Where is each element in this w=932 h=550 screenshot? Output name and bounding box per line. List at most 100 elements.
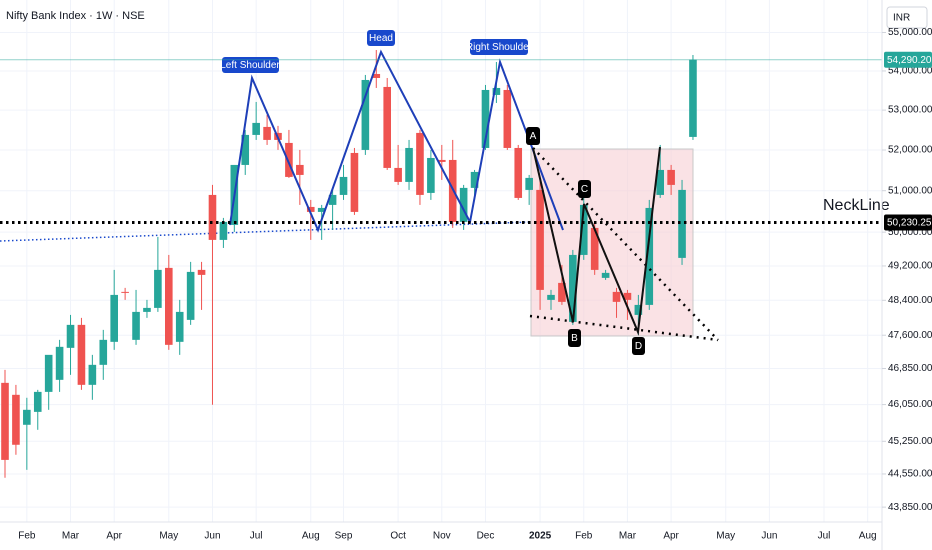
label-box: Head <box>367 30 395 46</box>
x-tick-label: Mar <box>62 531 80 542</box>
candle-body <box>623 292 632 300</box>
candle-body <box>569 254 577 322</box>
annotation: Left Shoulder <box>220 60 280 71</box>
chart-title: Nifty Bank Index · 1W · NSE <box>6 10 145 22</box>
candle-body <box>44 354 53 392</box>
candle-body <box>590 227 599 270</box>
x-tick-label: Jul <box>250 531 263 542</box>
candle-body <box>33 391 42 412</box>
candle-body <box>88 364 97 385</box>
candle-body <box>361 79 370 150</box>
candle-body <box>1 382 9 460</box>
y-tick-label: 46,850.00 <box>888 363 932 374</box>
label-box: D <box>632 337 645 355</box>
y-tick-label: 45,250.00 <box>888 436 932 447</box>
candle-body <box>241 134 250 165</box>
candle-body <box>143 307 151 312</box>
overlay: Left Shoulder Head Right Shoulder A B C … <box>0 30 890 355</box>
price-label: 54,290.20 <box>887 55 932 66</box>
label-box: Left Shoulder <box>220 57 280 73</box>
candle-body <box>317 207 326 212</box>
candle-body <box>154 269 162 308</box>
candle-body <box>536 189 544 290</box>
y-tick-label: 49,200.00 <box>888 261 932 272</box>
y-tick-label: 46,050.00 <box>888 399 932 410</box>
candle-body <box>66 324 75 348</box>
price-label: 50,230.25 <box>887 218 932 229</box>
candle-body <box>601 272 610 278</box>
x-tick-label: Dec <box>477 531 495 542</box>
candle-body <box>339 176 348 195</box>
candle-body <box>667 169 675 185</box>
head-shoulders-line <box>229 49 564 233</box>
x-tick-label: 2025 <box>529 531 552 542</box>
x-tick-label: Oct <box>390 531 406 542</box>
candle-body <box>525 177 533 190</box>
x-tick-label: Aug <box>302 531 320 542</box>
x-tick-label: May <box>159 531 178 542</box>
label-box: C <box>578 180 591 198</box>
candle-body <box>328 194 337 205</box>
candle-body <box>438 159 446 162</box>
y-tick-label: 43,850.00 <box>888 502 932 513</box>
candle-body <box>405 147 413 182</box>
candle-body <box>186 271 195 320</box>
candle-body <box>208 194 217 240</box>
candle-body <box>481 89 490 148</box>
candle-body <box>372 73 381 78</box>
x-tick-label: Nov <box>433 531 451 542</box>
candle-body <box>252 122 260 135</box>
label-box: A <box>526 127 540 145</box>
y-tick-label: 47,600.00 <box>888 330 932 341</box>
currency: INR <box>893 13 910 24</box>
candle-body <box>296 164 304 175</box>
candle-body <box>579 204 588 255</box>
x-tick-label: Feb <box>575 531 593 542</box>
y-tick-label: 53,000.00 <box>888 105 932 116</box>
trend-line <box>0 221 531 242</box>
candle-body <box>165 267 173 345</box>
y-tick-label: 55,000.00 <box>888 27 932 38</box>
x-tick-label: Aug <box>859 531 877 542</box>
range-box <box>530 148 694 337</box>
candle-body <box>175 311 184 342</box>
candle-body <box>612 291 621 302</box>
candle-body <box>12 394 20 445</box>
candles <box>1 49 697 478</box>
x-tick-label: Apr <box>663 531 679 542</box>
candle-body <box>383 86 391 168</box>
candle-body <box>55 346 64 380</box>
neckline-label: NeckLine <box>823 197 890 214</box>
annotation: D <box>635 341 642 352</box>
x-tick-label: Feb <box>18 531 36 542</box>
candle-body <box>121 291 129 293</box>
candle-body <box>110 294 118 342</box>
candle-body <box>132 311 140 340</box>
x-tick-label: Apr <box>106 531 122 542</box>
y-tick-label: 44,550.00 <box>888 469 932 480</box>
annotation: B <box>571 333 578 344</box>
candle-body <box>394 167 402 182</box>
candle-body <box>427 157 435 193</box>
y-tick-label: 51,000.00 <box>888 185 932 196</box>
x-tick-label: Jun <box>204 531 220 542</box>
currency-box[interactable] <box>886 6 928 29</box>
candle-body <box>634 304 643 315</box>
candle-body <box>197 269 206 275</box>
candle-body <box>263 126 271 140</box>
y-tick-label: 54,000.00 <box>888 66 932 77</box>
price-label-box <box>884 51 932 68</box>
annotation: A <box>530 131 537 142</box>
candle-body <box>219 221 228 240</box>
annotation: C <box>581 184 588 195</box>
candle-body <box>503 89 512 148</box>
candle-body <box>77 324 86 385</box>
abcd-line <box>532 146 661 336</box>
x-tick-label: Mar <box>619 531 637 542</box>
label-box: Right Shoulder <box>466 39 533 55</box>
candle-body <box>470 171 479 188</box>
candle-body <box>492 87 501 95</box>
x-tick-label: Sep <box>335 531 353 542</box>
candle-body <box>514 147 523 198</box>
